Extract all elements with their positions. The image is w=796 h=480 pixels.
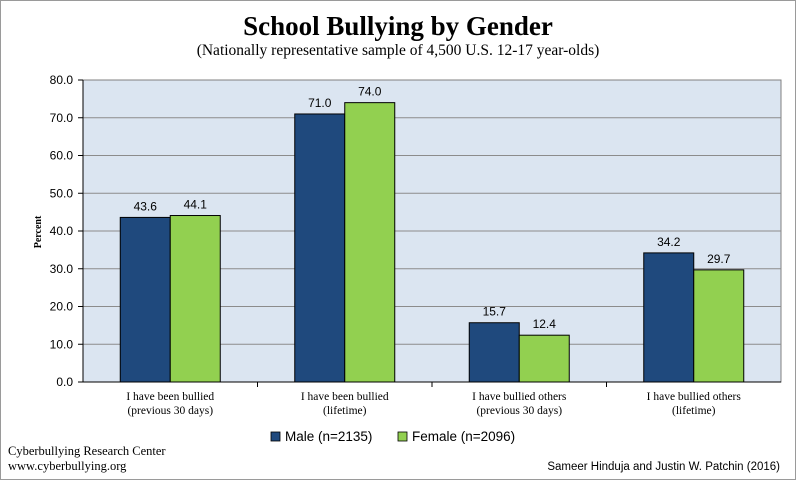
category-labels: I have been bullied (previous 30 days) I h…: [126, 391, 741, 417]
bar: [294, 113, 346, 383]
data-label: 29.7: [707, 252, 731, 266]
footer-url: www.cyberbullying.org: [8, 459, 127, 473]
y-tick-label: 0.0: [56, 375, 73, 389]
data-label: 71.0: [308, 96, 332, 110]
y-tick-label: 40.0: [50, 224, 74, 238]
footer-credit: Sameer Hinduja and Justin W. Patchin (20…: [547, 461, 780, 473]
bar: [518, 334, 570, 383]
legend: Male (n=2135) Female (n=2096): [270, 429, 515, 444]
category-label: I have been bullied: [301, 391, 389, 403]
footer-org: Cyberbullying Research Center: [8, 444, 166, 458]
y-tick-label: 10.0: [50, 337, 74, 351]
chart-title: School Bullying by Gender: [243, 11, 553, 41]
category-label: (previous 30 days): [127, 405, 213, 417]
bar: [344, 102, 396, 383]
y-tick-label: 20.0: [50, 300, 74, 314]
y-tick-label: 60.0: [50, 149, 74, 163]
bars: [119, 102, 745, 383]
category-label: (previous 30 days): [476, 405, 562, 417]
bar: [169, 215, 221, 383]
category-label: I have bullied others: [647, 391, 742, 403]
y-tick-label: 50.0: [50, 186, 74, 200]
legend-swatch: [397, 431, 408, 442]
bar: [643, 252, 695, 383]
data-label: 44.1: [184, 198, 208, 212]
category-label: (lifetime): [323, 405, 367, 417]
legend-label: Male (n=2135): [285, 429, 372, 444]
data-label: 12.4: [533, 317, 557, 331]
y-tick-label: 80.0: [50, 73, 74, 87]
chart-subtitle: (Nationally representative sample of 4,5…: [197, 42, 600, 59]
legend-label: Female (n=2096): [412, 429, 515, 444]
y-axis-label: Percent: [33, 215, 44, 248]
y-tick-label: 30.0: [50, 262, 74, 276]
data-label: 34.2: [657, 235, 681, 249]
data-label: 74.0: [358, 85, 382, 99]
data-label: 43.6: [134, 199, 158, 213]
legend-swatch: [270, 431, 281, 442]
category-label: I have been bullied: [126, 391, 214, 403]
axes: [78, 79, 781, 387]
data-labels: 43.6 44.1 71.0 74.0 15.7 12.4 34.2 29.7: [134, 85, 731, 332]
y-tick-labels: 0.0 10.0 20.0 30.0 40.0 50.0 60.0 70.0 80.0: [50, 73, 74, 389]
bar: [468, 322, 520, 383]
bar: [693, 269, 745, 383]
category-label: I have bullied others: [472, 391, 567, 403]
data-label: 15.7: [483, 305, 507, 319]
bar: [119, 216, 171, 383]
category-label: (lifetime): [672, 405, 716, 417]
y-tick-label: 70.0: [50, 111, 74, 125]
